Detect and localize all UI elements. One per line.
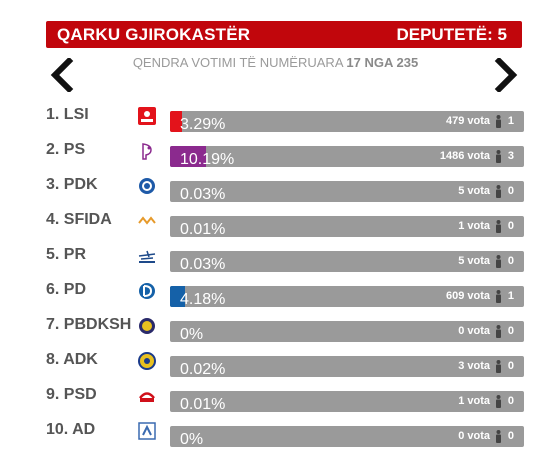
vote-share-fill (170, 111, 182, 132)
person-icon (495, 220, 502, 233)
vote-share-fill (170, 286, 185, 307)
vote-share-bar: 0.03% 5 vota 0 (170, 251, 524, 273)
vote-count: 609 vota (445, 290, 490, 302)
vote-share-bar: 0.01% 1 vota 0 (170, 216, 524, 238)
sfida-logo-icon (137, 211, 157, 231)
party-row: 4. SFIDA 0.01% 1 vota 0 (0, 211, 551, 246)
vote-percentage: 0.01% (180, 221, 226, 238)
vote-percentage: 0.03% (180, 256, 226, 273)
pd-logo-icon (137, 281, 157, 301)
vote-share-bar: 4.18% 609 vota 1 (170, 286, 524, 308)
vote-count: 3 vota (458, 360, 490, 372)
party-row: 2. PS 10.19% 1486 vota 3 (0, 141, 551, 176)
person-icon (495, 325, 502, 338)
counted-value: 17 NGA 235 (346, 55, 419, 70)
deputies-count: DEPUTETË: 5 (396, 25, 507, 44)
vote-share-bar: 0% 0 vota 0 (170, 321, 524, 343)
vote-share-bar: 0.02% 3 vota 0 (170, 356, 524, 378)
party-name: 6. PD (46, 281, 87, 298)
vote-count: 5 vota (458, 255, 490, 267)
vote-percentage: 0.02% (180, 361, 226, 378)
seat-count: 3 (507, 150, 514, 162)
vote-count: 1486 vota (439, 150, 490, 162)
seat-count: 1 (507, 290, 514, 302)
vote-percentage: 0.01% (180, 396, 226, 413)
vote-percentage: 0.03% (180, 186, 226, 203)
vote-share-bar: 0% 0 vota 0 (170, 426, 524, 448)
seat-count: 0 (507, 325, 514, 337)
vote-share-fill (170, 146, 206, 167)
party-row: 10. AD 0% 0 vota 0 (0, 421, 551, 456)
party-name: 3. PDK (46, 176, 98, 193)
seat-count: 0 (507, 430, 514, 442)
vote-count: 0 vota (458, 325, 490, 337)
party-row: 6. PD 4.18% 609 vota 1 (0, 281, 551, 316)
party-name: 8. ADK (46, 351, 98, 368)
vote-share-bar: 0.01% 1 vota 0 (170, 391, 524, 413)
vote-percentage: 3.29% (180, 116, 226, 133)
vote-percentage: 10.19% (180, 151, 235, 168)
party-row: 3. PDK 0.03% 5 vota 0 (0, 176, 551, 211)
chevron-left-icon (50, 58, 74, 92)
chevron-right-icon (494, 58, 518, 92)
party-name: 7. PBDKSH (46, 316, 132, 333)
vote-percentage: 4.18% (180, 291, 226, 308)
vote-share-bar: 3.29% 479 vota 1 (170, 111, 524, 133)
region-header: QARKU GJIROKASTËR DEPUTETË: 5 (46, 21, 522, 48)
ad-logo-icon (137, 421, 157, 441)
party-name: 10. AD (46, 421, 96, 438)
seat-count: 0 (507, 360, 514, 372)
person-icon (495, 290, 502, 303)
party-row: 7. PBDKSH 0% 0 vota 0 (0, 316, 551, 351)
region-title: QARKU GJIROKASTËR (57, 25, 251, 44)
person-icon (495, 115, 502, 128)
person-icon (495, 430, 502, 443)
seat-count: 0 (507, 255, 514, 267)
vote-percentage: 0% (180, 431, 204, 448)
party-row: 9. PSD 0.01% 1 vota 0 (0, 386, 551, 421)
pbdksh-logo-icon (137, 316, 157, 336)
party-name: 1. LSI (46, 106, 89, 123)
person-icon (495, 255, 502, 268)
person-icon (495, 360, 502, 373)
counted-label: QENDRA VOTIMI TË NUMËRUARA (132, 55, 343, 70)
seat-count: 0 (507, 185, 514, 197)
party-row: 5. PR 0.03% 5 vota 0 (0, 246, 551, 281)
counted-centers: QENDRA VOTIMI TË NUMËRUARA 17 NGA 235 (0, 55, 551, 70)
person-icon (495, 395, 502, 408)
psd-logo-icon (137, 386, 157, 406)
vote-count: 479 vota (445, 115, 490, 127)
party-name: 9. PSD (46, 386, 97, 403)
party-name: 2. PS (46, 141, 86, 158)
pdk-logo-icon (137, 176, 157, 196)
ps-logo-icon (137, 141, 157, 161)
vote-count: 5 vota (458, 185, 490, 197)
adk-logo-icon (137, 351, 157, 371)
vote-share-bar: 10.19% 1486 vota 3 (170, 146, 524, 168)
vote-count: 1 vota (458, 395, 490, 407)
vote-count: 1 vota (458, 220, 490, 232)
lsi-logo-icon (137, 106, 157, 126)
next-region-button[interactable] (491, 58, 521, 92)
party-name: 4. SFIDA (46, 211, 112, 228)
seat-count: 1 (507, 115, 514, 127)
party-row: 1. LSI 3.29% 479 vota 1 (0, 106, 551, 141)
pr-logo-icon (137, 246, 157, 266)
party-name: 5. PR (46, 246, 87, 263)
party-row: 8. ADK 0.02% 3 vota 0 (0, 351, 551, 386)
person-icon (495, 185, 502, 198)
vote-count: 0 vota (458, 430, 490, 442)
previous-region-button[interactable] (47, 58, 77, 92)
person-icon (495, 150, 502, 163)
seat-count: 0 (507, 220, 514, 232)
vote-share-bar: 0.03% 5 vota 0 (170, 181, 524, 203)
vote-percentage: 0% (180, 326, 204, 343)
seat-count: 0 (507, 395, 514, 407)
